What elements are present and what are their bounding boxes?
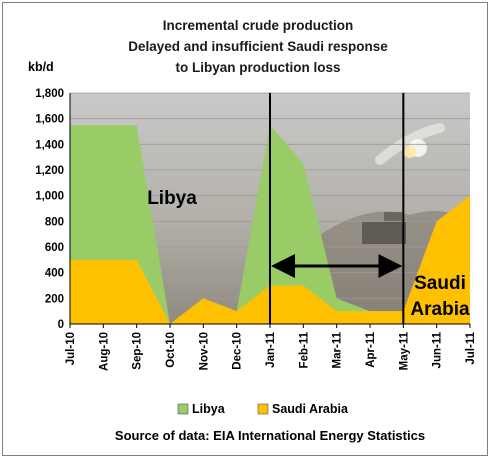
legend: Libya Saudi Arabia [177,402,349,416]
chart-title-line-2: Delayed and insufficient Saudi response [128,39,388,54]
x-tick-label: Jul-11 [465,331,477,364]
y-tick-label: 1,800 [35,88,64,100]
x-tick-label: Dec-10 [232,332,244,370]
x-tick-label: Aug-10 [98,332,110,371]
y-tick-label: 800 [45,216,64,228]
y-tick-label: 600 [45,242,64,254]
legend-label-saudi-arabia: Saudi Arabia [272,402,349,416]
x-tick-label: May-11 [398,331,410,370]
y-tick-label: 1,000 [35,191,64,203]
x-tick-label: Apr-11 [365,331,377,367]
x-tick-label: Mar-11 [332,331,344,368]
y-axis-ticks: 0 200 400 600 800 1,000 1,200 1,400 1,600 1,800 [35,88,64,331]
saudi-area-label-line-2: Arabia [410,299,470,320]
source-note: Source of data: EIA International Energy… [115,428,425,443]
y-axis-unit-label: kb/d [28,60,54,74]
x-tick-label: Feb-11 [298,331,310,368]
x-tick-label: Jul-10 [65,332,77,365]
y-tick-label: 1,600 [35,114,64,126]
y-tick-label: 200 [45,293,64,305]
x-tick-label: Jan-11 [265,331,277,367]
saudi-area-label-line-1: Saudi [414,273,466,294]
chart-title-line-1: Incremental crude production [163,18,354,33]
libya-area-label: Libya [147,188,197,209]
chart-title-line-3: to Libyan production loss [176,60,341,75]
y-tick-label: 0 [58,319,64,331]
x-tick-label: Sep-10 [132,332,144,370]
legend-swatch-libya [177,403,189,415]
legend-swatch-saudi-arabia [257,403,269,415]
y-tick-label: 400 [45,268,64,280]
legend-label-libya: Libya [192,402,226,416]
y-tick-label: 1,200 [35,165,64,177]
x-tick-label: Jun-11 [432,331,444,368]
x-tick-label: Nov-10 [198,332,210,370]
x-tick-label: Oct-10 [165,332,177,368]
y-tick-label: 1,400 [35,139,64,151]
x-axis-ticks: Jul-10 Aug-10 Sep-10 Oct-10 Nov-10 Dec-10 Jan-… [65,324,477,371]
